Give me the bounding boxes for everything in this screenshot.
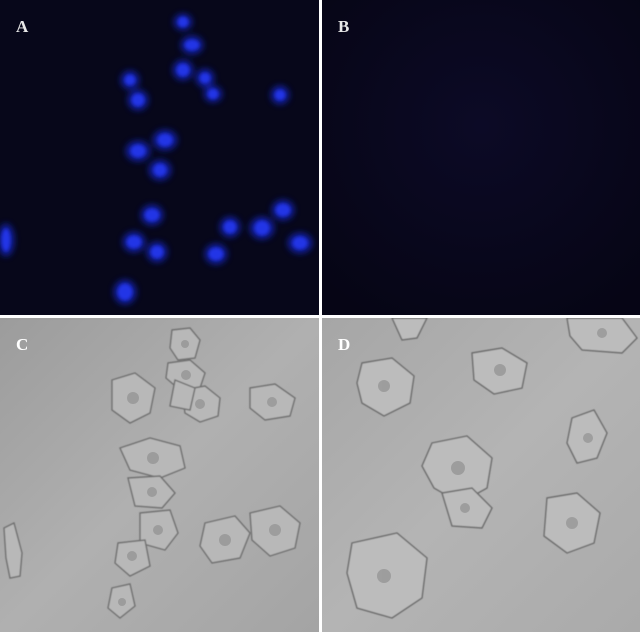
panel-b-background [322,0,640,315]
panel-b-image [322,0,640,315]
panel-label-c: C [16,335,29,354]
panel-c-brightfield: C [0,318,319,632]
panel-a-fluorescence: A [0,0,319,315]
cell-nuclei-d [377,328,607,583]
panel-label-d: D [338,335,351,354]
panel-d-brightfield: D [322,318,640,632]
panel-b-fluorescence: B [322,0,640,315]
nuclei-cores [2,17,307,300]
panel-d-image [322,318,640,632]
panel-a-image [0,0,319,315]
panel-a-background [0,0,319,315]
cell-nuclei-c [118,340,281,606]
panel-label-a: A [16,17,29,36]
panel-label-b: B [338,17,350,36]
panel-c-image [0,318,319,632]
